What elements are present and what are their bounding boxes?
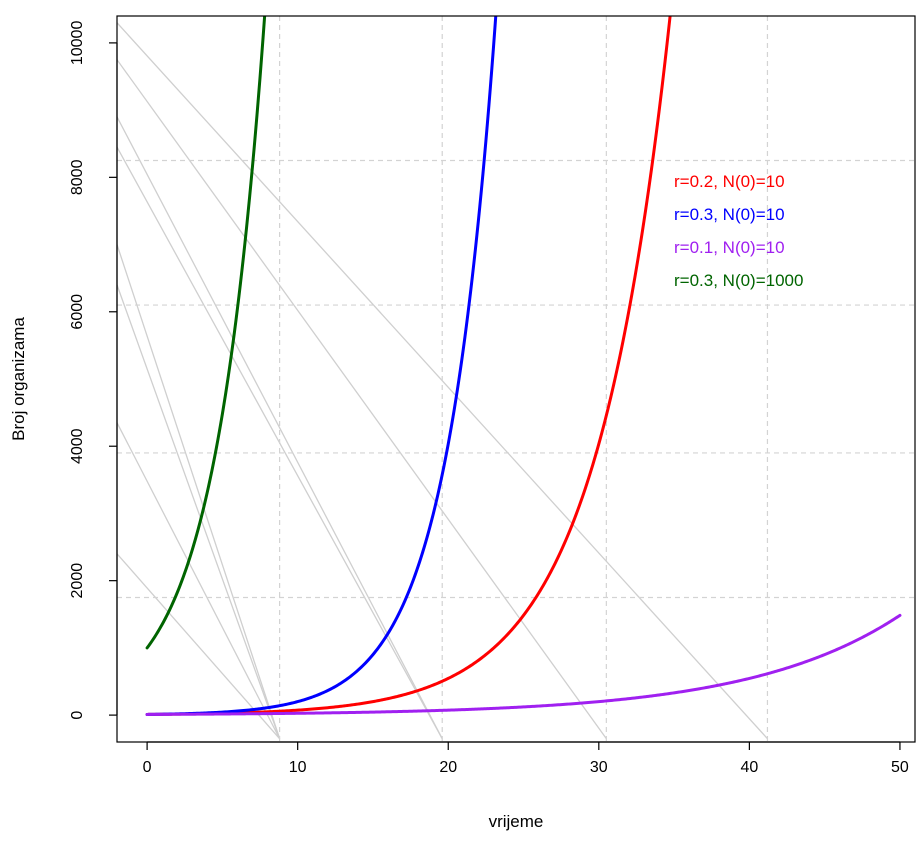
x-axis: 0 10 20 30 40 50 xyxy=(143,741,909,776)
legend: r=0.2, N(0)=10 r=0.3, N(0)=10 r=0.1, N(0)=… xyxy=(674,172,803,290)
grid-lines xyxy=(117,16,915,742)
diagonal-guide-0 xyxy=(117,553,281,740)
y-tick-label-3: 6000 xyxy=(69,294,86,330)
diagonal-guide-3 xyxy=(117,244,281,739)
x-tick-label-0: 0 xyxy=(143,759,152,776)
y-tick-label-1: 2000 xyxy=(69,563,86,599)
y-tick-label-5: 10000 xyxy=(69,21,86,66)
y-axis-title: Broj organizama xyxy=(9,317,28,441)
y-tick-label-0: 0 xyxy=(69,711,86,720)
legend-entry-0: r=0.2, N(0)=10 xyxy=(674,172,785,191)
diagonal-guide-2 xyxy=(117,284,281,739)
x-tick-label-4: 40 xyxy=(740,759,758,776)
legend-entry-3: r=0.3, N(0)=1000 xyxy=(674,271,803,290)
diagonal-guide-6 xyxy=(117,59,607,740)
x-tick-label-3: 30 xyxy=(590,759,608,776)
y-tick-label-4: 8000 xyxy=(69,159,86,195)
legend-entry-1: r=0.3, N(0)=10 xyxy=(674,205,785,224)
series-line-2 xyxy=(145,613,902,716)
y-axis: 0 2000 4000 6000 8000 10000 xyxy=(69,21,118,720)
series-group xyxy=(145,16,902,716)
x-tick-label-5: 50 xyxy=(891,759,909,776)
x-tick-label-2: 20 xyxy=(439,759,457,776)
y-tick-label-2: 4000 xyxy=(69,428,86,464)
series-line-3 xyxy=(145,16,267,650)
diagonal-guide-1 xyxy=(117,422,281,739)
x-tick-label-1: 10 xyxy=(289,759,307,776)
x-axis-title: vrijeme xyxy=(489,812,544,831)
legend-entry-2: r=0.1, N(0)=10 xyxy=(674,238,785,257)
